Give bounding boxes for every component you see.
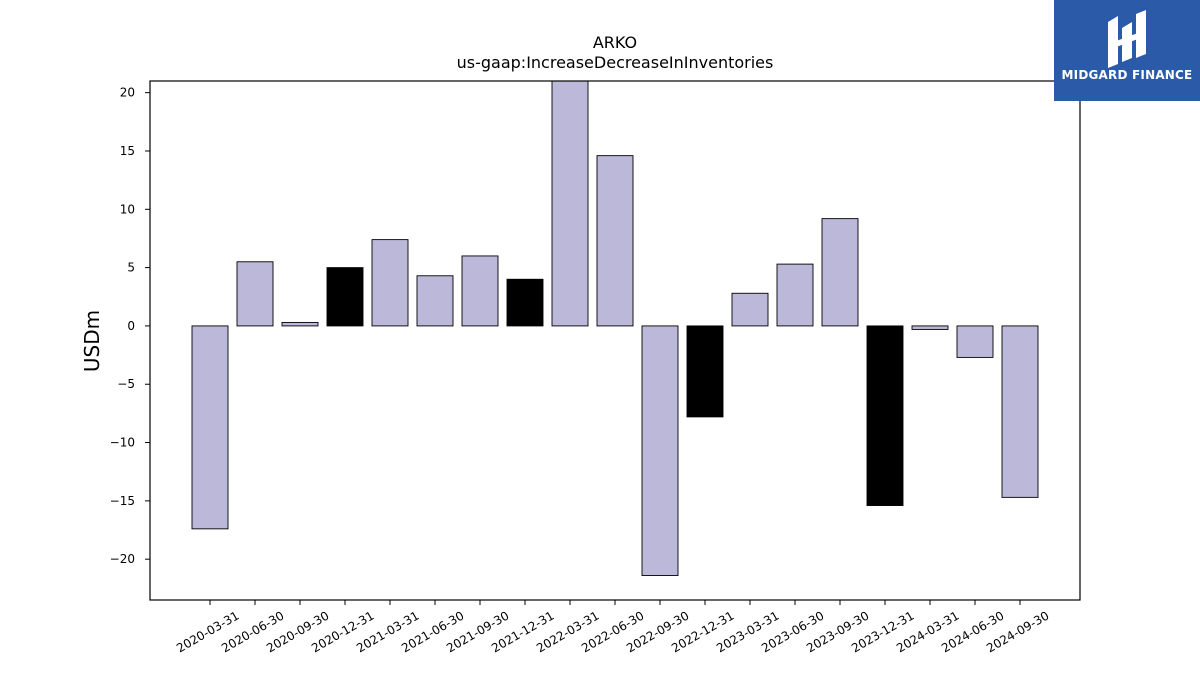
y-axis-label: USDm bbox=[80, 310, 104, 372]
y-tick-label: −10 bbox=[110, 436, 135, 450]
bar-2023-06-30 bbox=[776, 263, 814, 327]
y-tick-label: −20 bbox=[110, 552, 135, 566]
bar-2021-09-30 bbox=[461, 255, 499, 327]
midgard-logo-icon bbox=[1108, 10, 1146, 68]
x-ticks-group: 2020-03-312020-06-302020-09-302020-12-31… bbox=[174, 600, 1052, 655]
plot-frame bbox=[149, 80, 1081, 601]
y-tick-label: 15 bbox=[120, 144, 135, 158]
y-ticks-group: −20 −15 −10 −5 0 5 10 15 20 bbox=[110, 86, 150, 566]
y-tick-label: 5 bbox=[127, 261, 135, 275]
midgard-finance-logo: MIDGARD FINANCE bbox=[1054, 0, 1200, 101]
logo-text: MIDGARD FINANCE bbox=[1061, 68, 1193, 82]
bar-2022-09-30 bbox=[641, 325, 679, 576]
y-tick-label: 0 bbox=[127, 319, 135, 333]
bar-2022-03-31 bbox=[551, 80, 589, 327]
bar-2022-12-31 bbox=[686, 325, 724, 418]
y-tick-label: −5 bbox=[117, 377, 135, 391]
bar-2020-09-30 bbox=[281, 321, 319, 327]
chart-subtitle: us-gaap:IncreaseDecreaseInInventories bbox=[457, 53, 774, 72]
bar-2021-12-31 bbox=[506, 278, 544, 327]
bar-2024-03-31 bbox=[911, 325, 949, 330]
bar-2021-06-30 bbox=[416, 275, 454, 327]
bars-group bbox=[191, 80, 1039, 576]
bar-2023-03-31 bbox=[731, 292, 769, 327]
bar-2020-06-30 bbox=[236, 261, 274, 327]
bar-2023-09-30 bbox=[821, 218, 859, 327]
y-tick-label: 20 bbox=[120, 86, 135, 100]
bar-2020-12-31 bbox=[326, 267, 364, 327]
bar-2020-03-31 bbox=[191, 325, 229, 530]
bar-2024-09-30 bbox=[1001, 325, 1039, 498]
y-tick-label: 10 bbox=[120, 202, 135, 216]
y-tick-label: −15 bbox=[110, 494, 135, 508]
bar-2021-03-31 bbox=[371, 239, 409, 327]
bar-2022-06-30 bbox=[596, 155, 634, 327]
bar-2024-06-30 bbox=[956, 325, 994, 358]
bar-2023-12-31 bbox=[866, 325, 904, 506]
chart-title: ARKO bbox=[593, 33, 637, 52]
